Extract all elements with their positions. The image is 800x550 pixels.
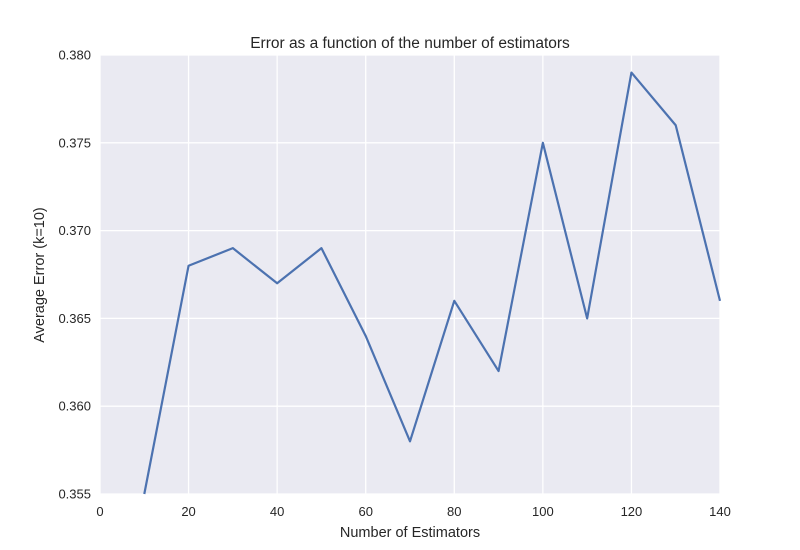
x-tick-label: 40 — [270, 504, 284, 519]
plot-area — [100, 55, 720, 494]
x-axis-label: Number of Estimators — [340, 525, 480, 541]
y-tick-label: 0.355 — [58, 487, 91, 502]
x-gridlines — [99, 55, 721, 494]
x-tick-label: 100 — [532, 504, 554, 519]
x-tick-label: 60 — [358, 504, 372, 519]
chart-title: Error as a function of the number of est… — [250, 35, 570, 52]
y-tick-label: 0.380 — [58, 48, 91, 63]
x-tick-label: 120 — [621, 504, 643, 519]
y-axis-label: Average Error (k=10) — [32, 207, 48, 343]
series-line — [143, 71, 722, 495]
y-tick-label: 0.370 — [58, 223, 91, 238]
y-tick-labels: 0.355 0.360 0.365 0.370 0.375 0.380 — [58, 48, 91, 502]
x-tick-label: 140 — [709, 504, 731, 519]
x-tick-label: 20 — [181, 504, 195, 519]
x-tick-label: 0 — [96, 504, 103, 519]
x-tick-labels: 0 20 40 60 80 100 120 140 — [96, 504, 730, 519]
y-tick-label: 0.365 — [58, 311, 91, 326]
x-tick-label: 80 — [447, 504, 461, 519]
y-tick-label: 0.375 — [58, 135, 91, 150]
series-layer — [143, 71, 722, 495]
y-tick-label: 0.360 — [58, 399, 91, 414]
y-gridlines — [100, 54, 720, 495]
